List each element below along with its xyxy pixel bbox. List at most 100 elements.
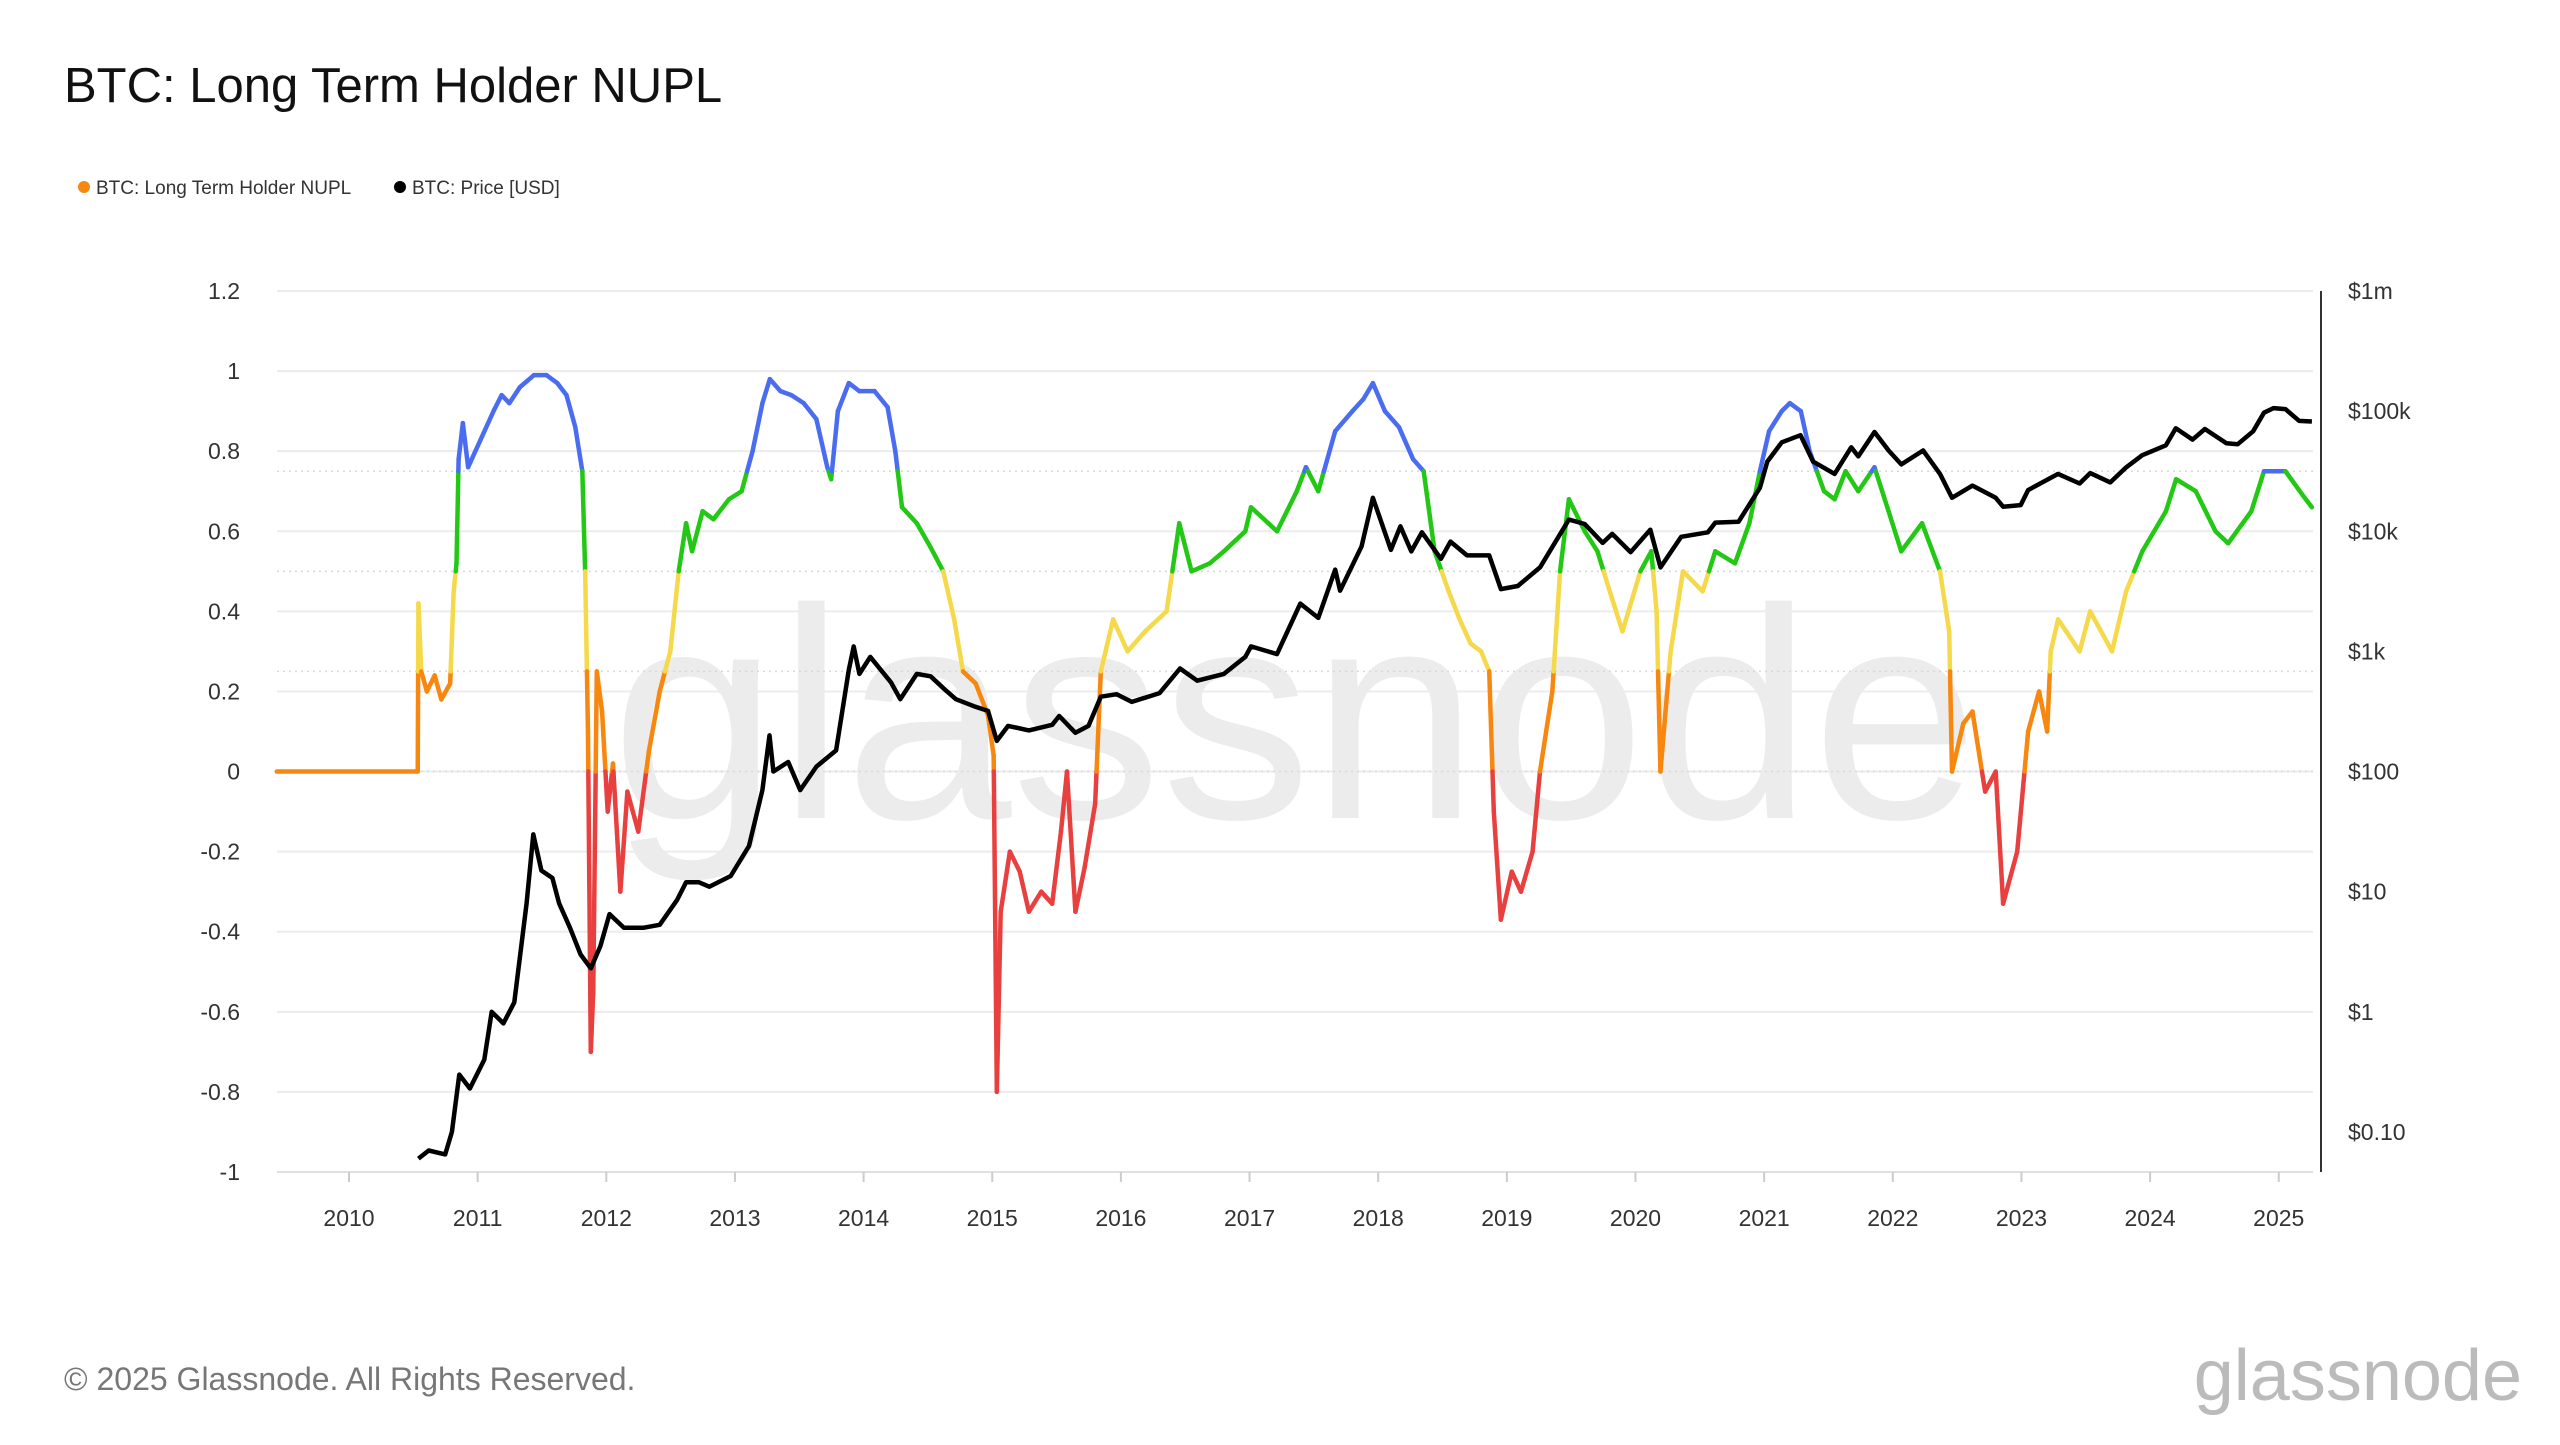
nupl-segment bbox=[2090, 611, 2112, 651]
nupl-segment bbox=[714, 499, 729, 519]
nupl-segment bbox=[1996, 772, 2003, 904]
nupl-segment bbox=[2303, 495, 2312, 507]
x-tick-label: 2014 bbox=[838, 1205, 889, 1231]
legend: BTC: Long Term Holder NUPL BTC: Price [U… bbox=[78, 178, 560, 199]
y-tick-label: -1 bbox=[220, 1159, 240, 1185]
nupl-segment bbox=[804, 403, 817, 419]
nupl-segment bbox=[1352, 399, 1363, 411]
x-tick-label: 2022 bbox=[1867, 1205, 1918, 1231]
nupl-segment bbox=[646, 752, 649, 772]
nupl-segment bbox=[762, 379, 769, 403]
nupl-segment bbox=[509, 387, 520, 403]
nupl-segment bbox=[602, 711, 605, 771]
nupl-segment bbox=[2166, 479, 2176, 511]
nupl-segment bbox=[463, 423, 468, 467]
nupl-segment bbox=[1251, 507, 1277, 531]
nupl-segment bbox=[2047, 671, 2050, 731]
x-tick-label: 2011 bbox=[453, 1205, 502, 1231]
legend-label: BTC: Long Term Holder NUPL bbox=[96, 178, 351, 199]
nupl-segment bbox=[2028, 691, 2039, 731]
y-axis-right: $0.10$1$10$100$1k$10k$100k$1m bbox=[2321, 278, 2411, 1172]
y-right-tick-label: $100 bbox=[2348, 759, 2399, 785]
nupl-segment bbox=[1950, 671, 1952, 771]
nupl-segment bbox=[2228, 511, 2251, 543]
nupl-segment bbox=[520, 375, 534, 387]
glassnode-logo: glassnode bbox=[2194, 1336, 2522, 1416]
x-tick-label: 2021 bbox=[1739, 1205, 1790, 1231]
nupl-segment bbox=[2112, 591, 2126, 651]
y-tick-label: -0.2 bbox=[200, 839, 240, 865]
legend-dot-icon bbox=[78, 181, 90, 193]
nupl-segment bbox=[1308, 471, 1318, 491]
nupl-segment bbox=[888, 407, 896, 451]
legend-item-nupl[interactable]: BTC: Long Term Holder NUPL bbox=[78, 178, 351, 199]
nupl-segment bbox=[1363, 383, 1373, 399]
nupl-segment bbox=[2017, 772, 2024, 852]
nupl-segment bbox=[587, 671, 588, 731]
nupl-segment bbox=[1413, 459, 1424, 471]
nupl-segment bbox=[2003, 852, 2017, 904]
nupl-segment bbox=[2025, 732, 2029, 772]
nupl-segment bbox=[2051, 619, 2058, 651]
nupl-segment bbox=[1657, 611, 1658, 671]
y-tick-label: -0.4 bbox=[200, 919, 240, 945]
x-tick-label: 2018 bbox=[1353, 1205, 1404, 1231]
legend-label: BTC: Price [USD] bbox=[412, 178, 560, 199]
nupl-segment bbox=[1277, 491, 1297, 531]
nupl-segment bbox=[747, 451, 752, 471]
nupl-segment bbox=[1846, 471, 1859, 491]
nupl-segment bbox=[1669, 651, 1671, 671]
y-tick-label: 0.8 bbox=[208, 438, 240, 464]
y-tick-label: 1 bbox=[227, 358, 240, 384]
x-tick-label: 2019 bbox=[1481, 1205, 1532, 1231]
nupl-segment bbox=[895, 451, 897, 471]
nupl-segment bbox=[2196, 491, 2216, 531]
nupl-segment bbox=[1318, 471, 1324, 491]
y-tick-label: 0.2 bbox=[208, 678, 240, 704]
nupl-segment bbox=[435, 675, 442, 699]
nupl-segment bbox=[582, 471, 585, 571]
x-tick-label: 2010 bbox=[323, 1205, 374, 1231]
x-tick-label: 2012 bbox=[581, 1205, 632, 1231]
nupl-segment bbox=[1492, 772, 1493, 812]
y-right-tick-label: $1m bbox=[2348, 278, 2393, 304]
footer-copyright: © 2025 Glassnode. All Rights Reserved. bbox=[64, 1361, 635, 1397]
nupl-segment bbox=[1769, 411, 1782, 431]
nupl-segment bbox=[481, 411, 494, 439]
nupl-segment bbox=[575, 427, 582, 471]
nupl-segment bbox=[2285, 471, 2302, 495]
nupl-segment bbox=[591, 992, 593, 1052]
nupl-segment bbox=[585, 571, 587, 671]
y-right-tick-label: $10k bbox=[2348, 518, 2398, 544]
legend-item-price[interactable]: BTC: Price [USD] bbox=[394, 178, 560, 199]
nupl-segment bbox=[838, 383, 849, 411]
nupl-segment bbox=[2215, 531, 2228, 543]
nupl-segment bbox=[2080, 611, 2091, 651]
y-right-tick-label: $0.10 bbox=[2348, 1119, 2406, 1145]
x-tick-label: 2023 bbox=[1996, 1205, 2047, 1231]
nupl-segment bbox=[1552, 671, 1553, 691]
x-tick-label: 2024 bbox=[2125, 1205, 2176, 1231]
y-tick-label: -0.6 bbox=[200, 999, 240, 1025]
nupl-segment bbox=[742, 471, 747, 491]
nupl-segment bbox=[457, 471, 459, 563]
x-tick-label: 2016 bbox=[1095, 1205, 1146, 1231]
nupl-segment bbox=[770, 379, 781, 391]
nupl-segment bbox=[1335, 411, 1352, 431]
nupl-segment bbox=[2176, 479, 2196, 491]
y-tick-label: 1.2 bbox=[208, 278, 240, 304]
watermark: glassnode bbox=[611, 546, 1979, 884]
nupl-segment bbox=[1373, 383, 1385, 411]
nupl-segment bbox=[898, 471, 902, 507]
nupl-segment bbox=[832, 411, 838, 471]
nupl-segment bbox=[557, 383, 566, 395]
page-title: BTC: Long Term Holder NUPL bbox=[64, 59, 722, 113]
nupl-segment bbox=[1569, 499, 1585, 531]
nupl-segment bbox=[2050, 651, 2051, 671]
y-tick-label: -0.8 bbox=[200, 1079, 240, 1105]
nupl-segment bbox=[1949, 631, 1950, 671]
y-right-tick-label: $1 bbox=[2348, 999, 2374, 1025]
x-tick-label: 2025 bbox=[2253, 1205, 2304, 1231]
nupl-segment bbox=[494, 395, 502, 411]
